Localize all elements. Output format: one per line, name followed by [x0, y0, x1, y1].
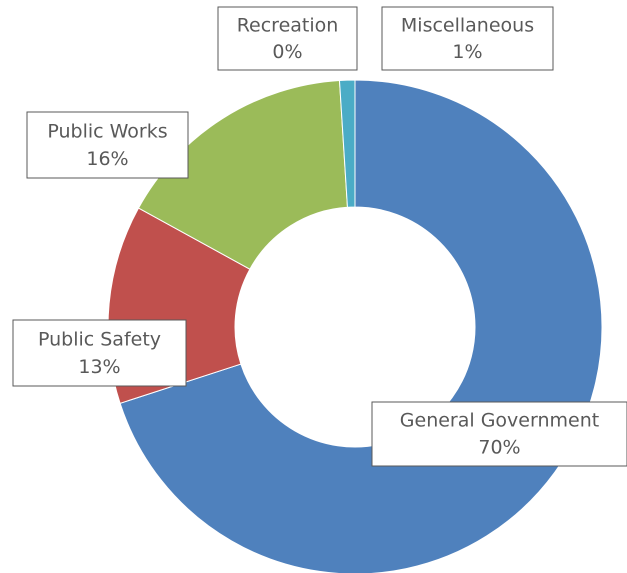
donut-segment	[338, 79, 356, 208]
category-label: Public Works	[47, 120, 167, 142]
value-label: 1%	[452, 41, 482, 63]
value-label: 16%	[86, 148, 128, 170]
data-label-box	[217, 6, 358, 71]
value-label: 0%	[272, 41, 302, 63]
data-label-box	[381, 6, 554, 71]
data-label-box	[371, 401, 627, 467]
category-label: Recreation	[237, 14, 339, 36]
value-label: 13%	[78, 356, 120, 378]
category-label: General Government	[400, 410, 599, 432]
category-label: Miscellaneous	[401, 14, 534, 36]
value-label: 70%	[478, 437, 520, 459]
category-label: Public Safety	[38, 328, 161, 350]
data-label-box	[26, 111, 189, 179]
data-label-box	[12, 319, 187, 387]
